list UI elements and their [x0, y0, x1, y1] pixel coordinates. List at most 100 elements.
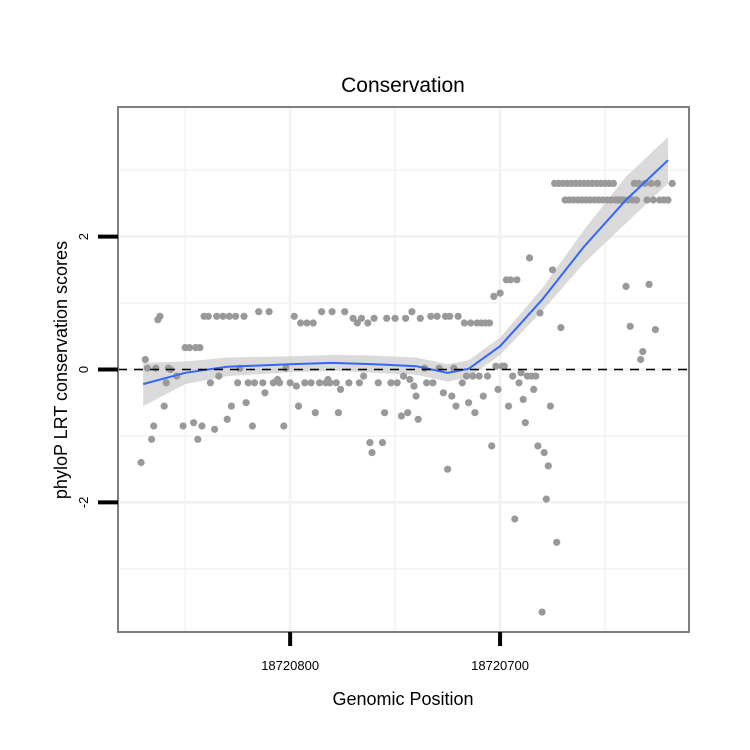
x-axis-ticks: 18720800 18720700	[261, 632, 529, 673]
data-point	[410, 382, 418, 390]
data-point	[370, 314, 378, 322]
data-point	[255, 308, 263, 316]
data-point	[242, 399, 250, 407]
data-point	[519, 395, 527, 403]
data-point	[475, 372, 483, 380]
data-point	[622, 282, 630, 290]
chart-title: Conservation	[341, 74, 465, 97]
data-point	[244, 379, 252, 387]
data-point	[429, 379, 437, 387]
data-point	[465, 399, 473, 407]
data-point	[282, 364, 290, 372]
data-point	[219, 312, 227, 320]
data-point	[265, 308, 273, 316]
data-point	[540, 449, 548, 457]
data-points	[137, 179, 676, 616]
data-point	[286, 379, 294, 387]
data-point	[412, 392, 420, 400]
data-point	[349, 314, 357, 322]
data-point	[368, 449, 376, 457]
data-point	[328, 308, 336, 316]
data-point	[357, 314, 366, 322]
data-point	[513, 276, 521, 284]
data-point	[280, 422, 288, 430]
data-point	[546, 402, 555, 410]
data-point	[194, 435, 202, 443]
data-point	[490, 292, 498, 300]
data-point	[355, 379, 363, 387]
data-point	[318, 308, 326, 316]
data-point	[557, 324, 565, 332]
data-point	[397, 412, 405, 420]
data-point	[141, 355, 149, 364]
data-point	[162, 379, 170, 387]
data-point	[399, 372, 408, 380]
data-point	[374, 379, 382, 387]
data-point	[215, 372, 223, 380]
data-point	[416, 314, 424, 322]
data-point	[364, 319, 372, 327]
data-point	[504, 402, 513, 410]
data-point	[311, 409, 319, 417]
data-point	[232, 312, 240, 320]
data-point	[427, 312, 435, 320]
y-tick-label: 2	[76, 233, 91, 240]
data-point	[341, 308, 349, 316]
data-point	[297, 319, 305, 327]
data-point	[494, 385, 502, 393]
data-point	[536, 309, 544, 317]
data-point	[538, 608, 546, 616]
data-point	[292, 382, 300, 390]
data-point	[332, 379, 340, 387]
data-point	[448, 392, 456, 400]
data-point	[511, 515, 519, 523]
data-point	[223, 415, 231, 423]
data-point	[632, 196, 641, 204]
data-point	[190, 419, 198, 427]
data-point	[179, 422, 187, 430]
data-point	[137, 458, 145, 467]
data-point	[471, 409, 479, 417]
x-axis-title: Genomic Position	[332, 689, 473, 709]
data-point	[402, 314, 410, 322]
data-point	[649, 196, 657, 204]
x-tick-label: 18720700	[471, 658, 529, 673]
data-point	[609, 179, 618, 187]
data-point	[668, 179, 676, 187]
data-point	[391, 314, 399, 322]
data-point	[469, 372, 477, 380]
data-point	[521, 419, 529, 427]
data-point	[259, 379, 267, 387]
data-point	[488, 442, 496, 450]
data-point	[143, 364, 151, 372]
data-point	[204, 312, 212, 320]
data-point	[647, 179, 655, 187]
data-point	[515, 379, 523, 387]
data-point	[544, 462, 552, 470]
data-point	[290, 312, 298, 320]
data-point	[160, 402, 168, 410]
data-point	[479, 392, 487, 400]
data-point	[307, 379, 315, 387]
data-point	[483, 372, 492, 380]
data-point	[156, 312, 164, 320]
data-point	[553, 538, 561, 546]
data-point	[360, 372, 368, 380]
data-point	[334, 409, 342, 417]
y-tick-label: -2	[76, 497, 91, 509]
data-point	[651, 326, 660, 334]
data-point	[414, 415, 422, 423]
data-point	[404, 409, 412, 417]
data-point	[462, 372, 471, 380]
data-point	[240, 312, 248, 320]
data-point	[366, 439, 374, 447]
data-point	[423, 379, 431, 387]
data-point	[150, 422, 158, 430]
data-point	[664, 196, 672, 204]
data-point	[548, 266, 557, 274]
data-point	[211, 425, 219, 433]
data-point	[460, 319, 468, 327]
data-point	[148, 435, 156, 443]
data-point	[408, 308, 416, 316]
data-point	[261, 389, 269, 397]
